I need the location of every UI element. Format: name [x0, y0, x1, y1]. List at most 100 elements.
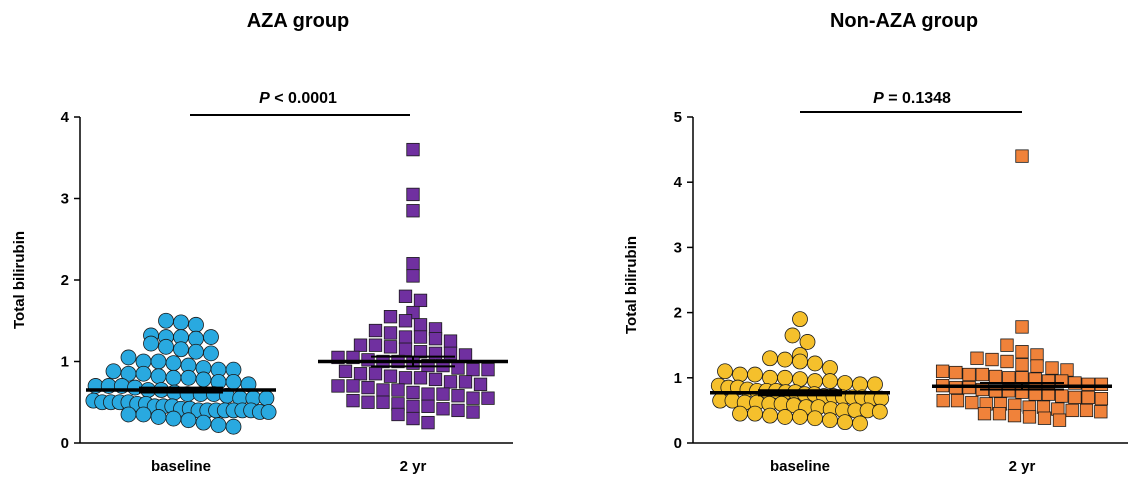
- y-tick-label: 5: [674, 109, 682, 126]
- data-point-baseline: [258, 390, 275, 407]
- aza-panel: AZA group P < 0.0001 Total bilirubin bas…: [11, 10, 513, 475]
- data-point-2yr: [1030, 348, 1044, 362]
- data-point-2yr: [406, 142, 420, 157]
- data-point-2yr: [1060, 363, 1074, 377]
- y-axis-label: Total bilirubin: [623, 236, 640, 334]
- data-point-2yr: [383, 326, 398, 340]
- data-point-2yr: [1094, 392, 1109, 406]
- y-tick-label: 2: [61, 272, 69, 289]
- data-point-2yr: [368, 338, 383, 352]
- data-point-2yr: [1000, 354, 1014, 369]
- mean-bars: [710, 382, 1112, 397]
- data-point-2yr: [466, 405, 480, 419]
- data-point-2yr: [406, 411, 420, 426]
- data-point-baseline: [837, 414, 853, 431]
- y-tick-label: 0: [674, 435, 682, 452]
- data-point-2yr: [413, 345, 428, 359]
- data-point-2yr: [346, 393, 360, 408]
- data-point-2yr: [1081, 390, 1095, 405]
- data-point-baseline: [195, 414, 212, 431]
- data-point-2yr: [1052, 413, 1067, 427]
- data-point-2yr: [1015, 320, 1029, 334]
- category-label-baseline: baseline: [151, 458, 211, 475]
- data-point-2yr: [428, 346, 443, 361]
- data-point-2yr: [406, 385, 420, 400]
- data-point-2yr: [383, 369, 398, 383]
- data-point-baseline: [732, 405, 748, 422]
- data-point-2yr: [1000, 338, 1014, 352]
- data-point-2yr: [436, 402, 450, 416]
- data-point-baseline: [762, 407, 778, 424]
- data-point-2yr: [361, 395, 375, 409]
- data-point-2yr: [1094, 405, 1108, 419]
- data-point-2yr: [383, 310, 398, 324]
- data-point-2yr: [353, 338, 368, 352]
- data-point-baseline: [135, 406, 152, 423]
- data-point-2yr: [353, 367, 368, 381]
- data-point-baseline: [203, 345, 219, 362]
- data-point-baseline: [203, 329, 219, 345]
- data-point-baseline: [143, 335, 159, 352]
- data-point-baseline: [173, 341, 189, 358]
- data-point-2yr: [1081, 377, 1095, 391]
- data-point-baseline: [150, 353, 167, 370]
- data-point-baseline: [165, 410, 182, 427]
- data-point-2yr: [428, 372, 443, 387]
- data-point-2yr: [413, 330, 428, 344]
- data-point-2yr: [1030, 359, 1044, 373]
- data-point-2yr: [443, 375, 458, 389]
- y-axis-label: Total bilirubin: [11, 231, 28, 329]
- data-point-2yr: [398, 314, 413, 328]
- data-point-2yr: [473, 377, 488, 391]
- data-point-baseline: [837, 375, 853, 391]
- data-point-baseline: [120, 349, 137, 366]
- data-point-2yr: [466, 362, 480, 377]
- data-point-2yr: [970, 351, 984, 365]
- category-label-2yr: 2 yr: [400, 458, 427, 475]
- data-point-2yr: [1002, 371, 1016, 385]
- chart-title: AZA group: [247, 10, 350, 32]
- data-point-2yr: [988, 369, 1003, 384]
- data-point-baseline: [762, 350, 778, 367]
- data-point-baseline: [799, 334, 816, 350]
- data-point-baseline: [135, 365, 152, 382]
- data-point-baseline: [807, 355, 823, 372]
- data-point-2yr: [458, 375, 473, 389]
- category-label-2yr: 2 yr: [1009, 458, 1036, 475]
- data-point-2yr: [949, 365, 963, 380]
- data-point-baseline: [158, 312, 174, 329]
- y-tick-label: 4: [61, 109, 70, 126]
- data-point-baseline: [852, 376, 868, 393]
- data-point-baseline: [822, 373, 838, 389]
- mean-bars: [86, 355, 508, 394]
- data-point-2yr: [965, 395, 979, 410]
- data-point-2yr: [421, 387, 435, 401]
- data-point-baseline: [165, 355, 182, 372]
- data-point-baseline: [158, 338, 174, 355]
- data-point-baseline: [180, 369, 197, 386]
- data-point-baseline: [165, 369, 182, 386]
- data-point-baseline: [225, 373, 242, 390]
- data-point-2yr: [398, 289, 413, 303]
- data-point-baseline: [180, 412, 197, 429]
- data-point-2yr: [376, 383, 390, 397]
- data-point-baseline: [867, 376, 883, 393]
- data-point-2yr: [1015, 149, 1029, 163]
- y-tick-label: 0: [61, 435, 69, 452]
- data-point-2yr: [346, 379, 360, 393]
- data-point-baseline: [852, 415, 868, 432]
- data-point-baseline: [777, 351, 793, 368]
- data-point-baseline: [225, 418, 242, 435]
- data-point-baseline: [777, 409, 793, 425]
- data-point-2yr: [368, 323, 383, 338]
- data-point-baseline: [173, 314, 189, 331]
- data-point-2yr: [985, 352, 999, 367]
- data-point-baseline: [822, 412, 838, 429]
- data-point-2yr: [398, 342, 413, 356]
- data-point-2yr: [406, 204, 420, 218]
- y-tick-label: 1: [61, 354, 69, 371]
- data-point-2yr: [391, 383, 405, 397]
- data-point-2yr: [1015, 358, 1029, 372]
- data-point-baseline: [792, 409, 808, 425]
- data-point-2yr: [421, 415, 435, 430]
